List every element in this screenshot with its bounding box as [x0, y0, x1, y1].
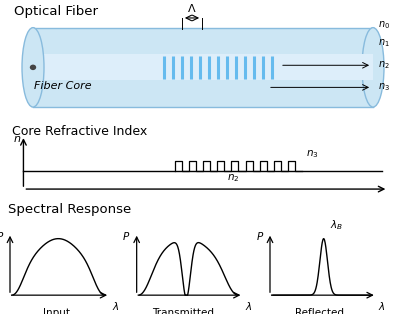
Text: $n_1$: $n_1$	[378, 37, 390, 49]
Text: $n_0$: $n_0$	[378, 19, 390, 31]
Text: P: P	[0, 232, 3, 242]
Text: $\Lambda$: $\Lambda$	[187, 2, 197, 14]
Polygon shape	[33, 28, 373, 107]
Ellipse shape	[362, 28, 384, 107]
Text: $n_3$: $n_3$	[378, 82, 390, 93]
Text: Transmitted: Transmitted	[152, 308, 214, 314]
Text: P: P	[256, 232, 263, 242]
Text: Optical Fiber: Optical Fiber	[14, 5, 98, 18]
Text: Core Refractive Index: Core Refractive Index	[12, 125, 147, 138]
Text: $n_2$: $n_2$	[226, 173, 239, 184]
Circle shape	[30, 65, 36, 70]
Text: $n_2$: $n_2$	[378, 59, 390, 71]
Polygon shape	[33, 54, 373, 80]
Text: P: P	[123, 232, 129, 242]
Ellipse shape	[22, 28, 44, 107]
Text: Fiber Core: Fiber Core	[34, 81, 92, 91]
Text: Reflected: Reflected	[296, 308, 344, 314]
Text: Input: Input	[43, 308, 70, 314]
Text: $\lambda_B$: $\lambda_B$	[330, 219, 343, 232]
Text: $\lambda$: $\lambda$	[112, 300, 119, 312]
Text: $n_3$: $n_3$	[306, 148, 318, 160]
Text: n: n	[14, 134, 21, 144]
Text: Spectral Response: Spectral Response	[8, 203, 132, 216]
Text: $\lambda$: $\lambda$	[378, 300, 386, 312]
Text: $\lambda$: $\lambda$	[245, 300, 252, 312]
